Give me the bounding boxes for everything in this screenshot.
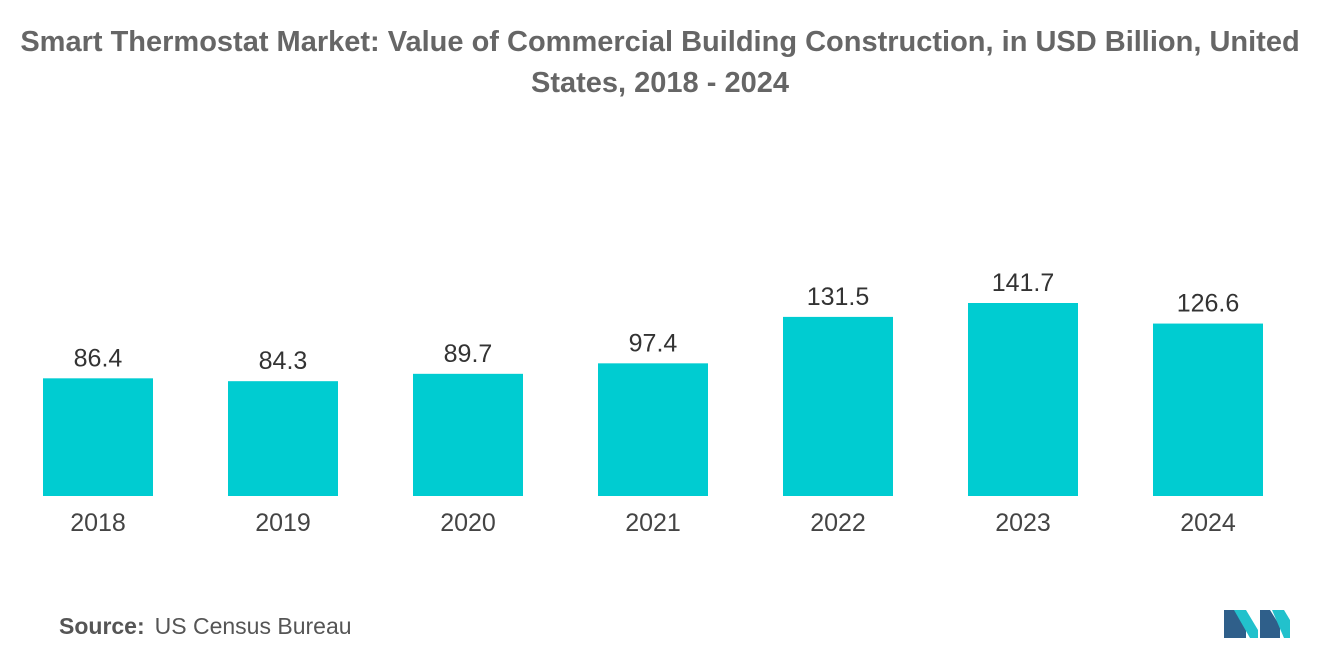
x-tick-2020: 2020	[440, 509, 496, 537]
source-label: Source:	[59, 613, 145, 639]
bar-2022	[783, 316, 893, 496]
bar-2023	[968, 303, 1078, 496]
bar-2019	[228, 381, 338, 496]
bar-chart: 86.4 84.3 89.7 97.4 131.5 141.7 126.6 2018 2019…	[43, 269, 1263, 537]
x-tick-2024: 2024	[1180, 509, 1236, 537]
x-tick-labels-group: 2018 2019 2020 2021 2022 2023 2024	[70, 509, 1236, 537]
x-tick-2018: 2018	[70, 509, 126, 537]
x-tick-2022: 2022	[810, 509, 866, 537]
mordor-logo-icon	[1224, 610, 1290, 638]
value-labels-group: 86.4 84.3 89.7 97.4 131.5 141.7 126.6	[74, 269, 1240, 375]
x-tick-2021: 2021	[625, 509, 681, 537]
value-label-2022: 131.5	[807, 283, 870, 311]
bars-group	[43, 303, 1263, 496]
value-label-2018: 86.4	[74, 344, 123, 372]
x-tick-2023: 2023	[995, 509, 1051, 537]
chart-title: Smart Thermostat Market: Value of Commer…	[20, 26, 1300, 99]
bar-2021	[598, 363, 708, 496]
bar-2018	[43, 378, 153, 496]
value-label-2020: 89.7	[444, 340, 493, 368]
source-text: US Census Bureau	[154, 613, 352, 639]
value-label-2019: 84.3	[259, 347, 308, 375]
bar-2024	[1153, 323, 1263, 496]
value-label-2024: 126.6	[1177, 290, 1240, 318]
x-tick-2019: 2019	[255, 509, 311, 537]
value-label-2021: 97.4	[629, 329, 678, 357]
bar-2020	[413, 373, 523, 496]
value-label-2023: 141.7	[992, 269, 1055, 297]
source-note: Source: US Census Bureau	[59, 613, 352, 640]
